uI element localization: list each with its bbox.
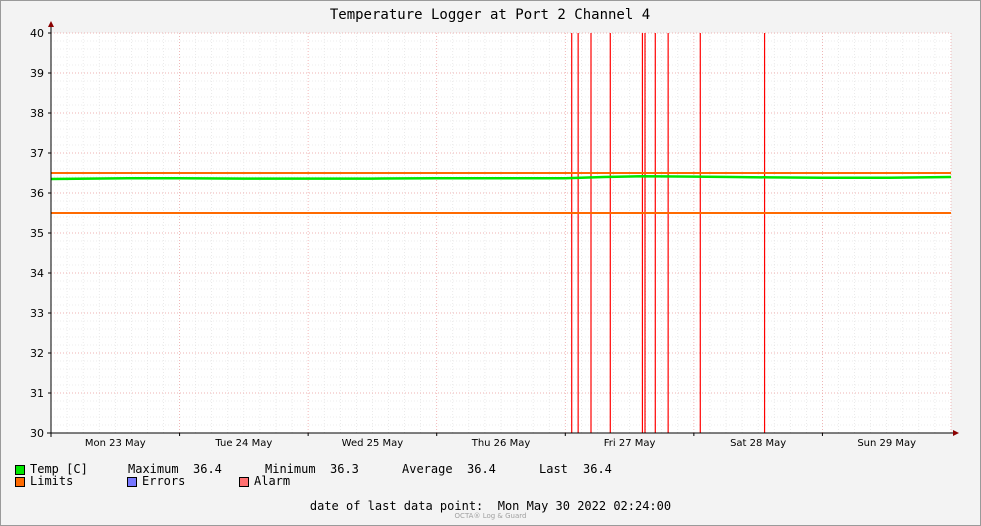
y-tick-label: 30 [30, 427, 44, 440]
x-tick-label: Sat 28 May [730, 438, 786, 449]
average-label: Average [402, 462, 453, 476]
minimum-label: Minimum [265, 462, 316, 476]
y-tick-label: 34 [30, 267, 44, 280]
x-axis-arrow [953, 430, 959, 436]
maximum-value: 36.4 [193, 462, 222, 476]
last-label: Last [539, 462, 568, 476]
y-tick-label: 32 [30, 347, 44, 360]
temp-legend-swatch [15, 465, 25, 475]
limits-legend-label: Limits [30, 474, 74, 488]
limits-legend-swatch [15, 477, 25, 487]
alarm-legend-label: Alarm [254, 474, 291, 488]
y-tick-label: 35 [30, 227, 44, 240]
maximum-label: Maximum [128, 462, 179, 476]
last-data-point: date of last data point: Mon May 30 2022… [0, 499, 981, 513]
x-tick-label: Tue 24 May [214, 438, 272, 449]
errors-legend-label: Errors [142, 474, 186, 488]
y-tick-label: 33 [30, 307, 44, 320]
y-tick-label: 39 [30, 67, 44, 80]
x-tick-label: Sun 29 May [857, 438, 916, 449]
average-value: 36.4 [467, 462, 496, 476]
x-tick-label: Wed 25 May [342, 438, 404, 449]
watermark: OCTA® Log & Guard [454, 512, 527, 520]
y-axis-arrow [48, 21, 54, 27]
last-data-point-value: Mon May 30 2022 02:24:00 [497, 499, 672, 513]
temp-legend-label: Temp [C] [30, 462, 88, 476]
errors-legend-swatch [127, 477, 137, 487]
y-tick-label: 31 [30, 387, 44, 400]
chart-title: Temperature Logger at Port 2 Channel 4 [330, 7, 650, 23]
y-tick-label: 40 [30, 27, 44, 40]
x-tick-label: Thu 26 May [471, 438, 531, 449]
alarm-legend-swatch [239, 477, 249, 487]
y-tick-label: 38 [30, 107, 44, 120]
y-tick-label: 36 [30, 187, 44, 200]
temp-series-line [50, 174, 952, 181]
last-value: 36.4 [583, 462, 612, 476]
last-data-point-label: date of last data point: [309, 499, 484, 513]
minimum-value: 36.3 [330, 462, 359, 476]
x-tick-label: Fri 27 May [604, 438, 656, 449]
y-tick-label: 37 [30, 147, 44, 160]
x-tick-label: Mon 23 May [85, 438, 146, 449]
